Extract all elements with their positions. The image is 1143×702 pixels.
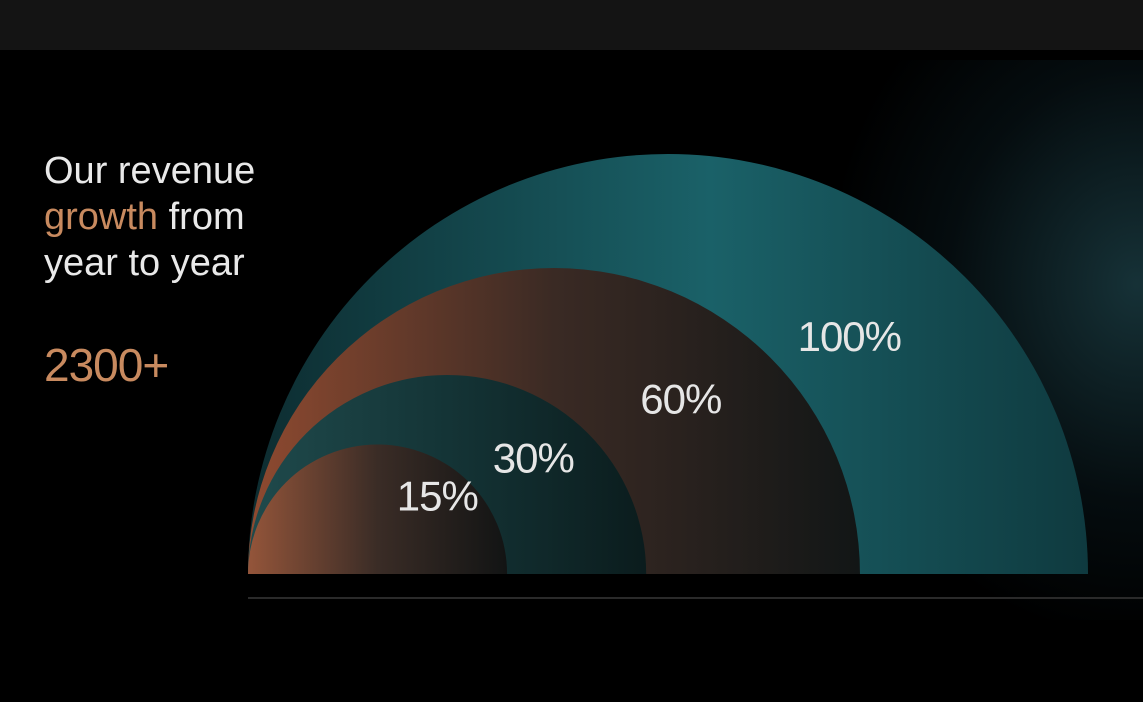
value-label-3: 60% — [640, 376, 721, 423]
headline-rest: from year to year — [44, 196, 245, 284]
slide: 15% 30% 60% 100% Our revenue growth from ye… — [0, 50, 1143, 702]
headline-accent: growth — [44, 196, 159, 238]
top-band — [0, 0, 1143, 50]
value-labels-group: 15% 30% 60% 100% — [397, 313, 902, 520]
arc-1 — [248, 444, 508, 574]
revenue-arc-chart: 15% 30% 60% 100% — [248, 154, 1143, 599]
value-label-2: 30% — [493, 434, 574, 481]
arcs-group — [248, 154, 1088, 574]
value-label-1: 15% — [397, 473, 478, 520]
value-label-4: 100% — [798, 313, 901, 360]
stat-value: 2300+ — [44, 339, 169, 391]
page-title: Our revenue growth from year to year — [44, 148, 274, 286]
headline-line-1: Our revenue — [44, 150, 256, 192]
